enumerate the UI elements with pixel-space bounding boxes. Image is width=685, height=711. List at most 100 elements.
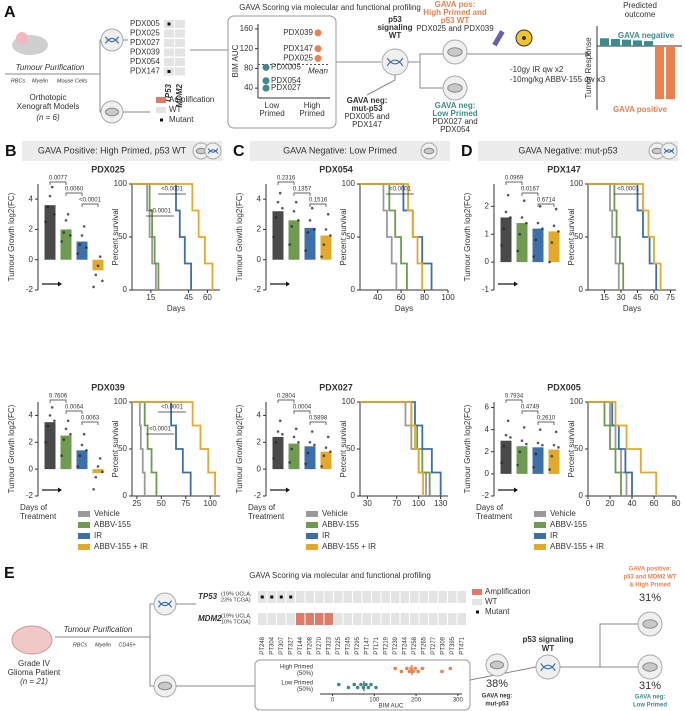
point [329,450,332,453]
legend-swatch [534,544,546,550]
axis-label: BIM AUC [379,704,404,710]
axis-label: Percent survival [111,208,120,265]
patient-label: PT304 [269,636,275,654]
chart-title: PDX005 [547,382,581,392]
point [532,255,535,258]
panel-title: GAVA Negative: Low Primed [283,145,397,155]
label: mut-p53 [351,104,383,113]
cell-type: Myelin [95,642,111,648]
bar [516,446,528,474]
point [393,666,397,671]
point [46,205,50,209]
arrow-head [514,487,518,493]
y-tick-label: 50 [574,444,583,453]
status-cell [286,613,295,625]
column-label: TP53 [164,83,173,103]
legend-swatch [306,533,318,539]
survival-curve [132,401,192,496]
row-label: PDX005 [130,19,160,28]
dna-icon [157,600,173,608]
legend-swatch [78,511,90,517]
point [538,205,542,208]
bar [92,469,104,474]
point [314,29,322,37]
label: (n = 6) [36,113,60,122]
x-tick-label: 25 [132,499,141,508]
status-cell [353,591,362,603]
p-bracket [65,192,83,196]
label: GAVA neg: [435,101,476,110]
survival-curve [132,183,214,290]
point [82,432,86,436]
bar [320,235,332,260]
point [536,441,540,445]
mito-icon [447,83,463,93]
point [326,212,330,216]
panel-header [22,141,222,161]
treatment-label: -10gy IR qw x2 [510,65,564,74]
y-tick-label: -2 [482,491,490,500]
point [69,234,72,237]
point [364,682,368,687]
x-tick-label: 45 [633,293,642,302]
point [324,228,328,231]
panel-label: D [461,143,473,160]
y-tick-label: 100 [570,397,584,406]
p-value: 0.0060 [65,187,84,193]
bar [532,228,544,263]
cell-type: Mouse Cells [57,78,88,84]
mean-label: Mean [308,67,329,76]
y-tick-label: 80 [244,64,253,73]
label: Predicted [623,1,657,10]
x-tick-label: 40 [628,499,637,508]
bar [516,223,528,263]
p-value: 0.0004 [293,405,312,411]
p-value: 0.4749 [521,405,540,411]
y-tick-label: 4 [485,425,490,434]
patient-label: PT258 [412,636,418,654]
patient-label: PT225 [336,636,342,654]
label: Tumour Purification [64,625,133,634]
point [552,224,556,228]
label: GAVA neg: [347,96,388,105]
status-cell [457,613,466,625]
legend-label: Amplification [485,587,530,596]
point [366,685,371,690]
mutant-marker [167,22,171,26]
treatment-label: -10mg/kg ABBV-155 qw x3 [510,75,606,84]
status-cell [400,591,409,603]
status-cell [324,613,333,625]
radiation-icon [522,36,526,40]
y-tick-label: 100 [570,179,584,188]
status-cell [457,591,466,603]
point [304,249,307,252]
point [548,260,551,264]
x-tick-label: 70 [392,499,401,508]
survival-curve [132,401,146,496]
bar [600,38,609,46]
category-label: (50%) [297,671,313,677]
label: WT [389,31,402,40]
p-value: 0.5898 [309,416,328,422]
status-cell [334,591,343,603]
point [502,227,506,230]
panel-box [254,659,471,711]
bar [288,443,300,470]
point [541,443,544,447]
survival-curve [132,183,160,290]
mito-icon [642,662,658,672]
y-tick-label: 0 [579,491,584,500]
survival-curve [360,401,442,496]
y-tick-label: 0 [29,255,34,264]
arrow-head [58,487,62,493]
p-bracket [309,203,327,207]
x-tick-label: 100 [412,499,426,508]
bar [633,40,642,46]
point [60,240,63,243]
category-label: Primed [299,109,324,118]
p-bracket [521,192,539,196]
point [541,227,544,230]
point [516,463,519,467]
mito-icon [642,619,658,629]
p-bracket [505,181,523,185]
